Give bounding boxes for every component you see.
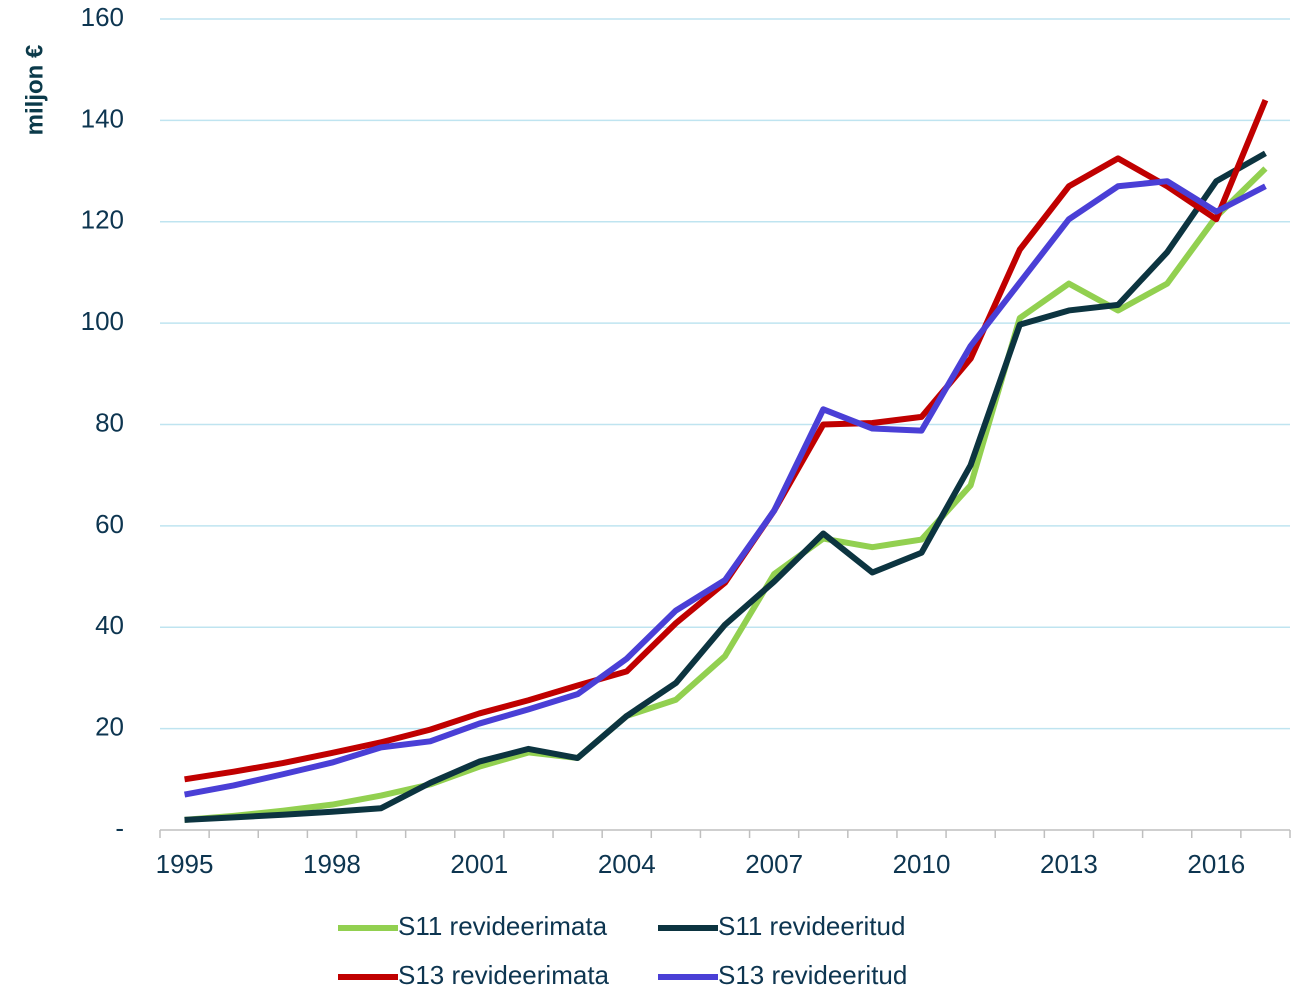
y-tick-label: 60: [95, 509, 124, 539]
y-tick-label: 140: [81, 103, 124, 133]
y-tick-label: 40: [95, 610, 124, 640]
x-tick-label: 2004: [598, 849, 656, 879]
x-tick-label: 2010: [893, 849, 951, 879]
y-tick-label: 160: [81, 2, 124, 32]
x-tick-label: 1995: [156, 849, 214, 879]
series-line: [184, 150, 1267, 823]
x-tick-label: 2016: [1187, 849, 1245, 879]
x-tick-label: 2007: [745, 849, 803, 879]
legend-label: S13 revideerimata: [398, 960, 610, 990]
y-tick-label: -: [115, 813, 124, 843]
y-tick-label: 80: [95, 407, 124, 437]
x-tick-label: 2013: [1040, 849, 1098, 879]
x-tick-label: 2001: [450, 849, 508, 879]
y-axis-label: miljon €: [21, 45, 48, 136]
y-tick-label: 100: [81, 306, 124, 336]
series-line: [184, 178, 1267, 798]
legend-label: S13 revideeritud: [718, 960, 907, 990]
legend-label: S11 revideerimata: [398, 911, 608, 941]
x-tick-label: 1998: [303, 849, 361, 879]
series-line: [184, 166, 1268, 823]
legend-label: S11 revideeritud: [718, 911, 905, 941]
series-line: [184, 98, 1269, 783]
y-tick-label: 120: [81, 205, 124, 235]
y-tick-label: 20: [95, 712, 124, 742]
